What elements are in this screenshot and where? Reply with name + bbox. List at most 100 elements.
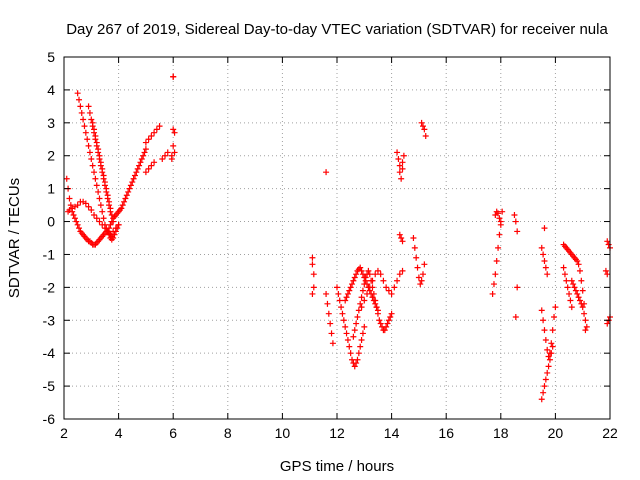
data-point — [76, 96, 83, 103]
data-point — [582, 327, 589, 334]
data-point — [422, 132, 429, 139]
x-tick-label: 20 — [548, 425, 564, 441]
data-point — [372, 271, 379, 278]
data-point — [334, 284, 340, 291]
data-point — [496, 215, 503, 222]
data-point — [495, 244, 502, 251]
data-point — [95, 146, 102, 153]
data-point — [323, 169, 330, 176]
data-point — [490, 281, 497, 288]
data-point — [328, 330, 335, 337]
data-point — [324, 300, 331, 307]
chart-title: Day 267 of 2019, Sidereal Day-to-day VTE… — [66, 21, 608, 38]
data-point — [578, 277, 585, 284]
data-point — [141, 149, 148, 156]
x-tick-label: 22 — [602, 425, 618, 441]
data-point — [88, 156, 95, 163]
data-point — [568, 277, 575, 284]
data-point — [372, 297, 379, 304]
data-point — [548, 340, 555, 347]
data-point — [81, 123, 88, 130]
data-point — [396, 271, 403, 278]
data-point — [540, 251, 547, 258]
x-tick-label: 8 — [224, 425, 232, 441]
data-point — [564, 284, 571, 291]
data-point — [388, 310, 395, 317]
data-point — [418, 119, 425, 126]
data-point — [170, 142, 177, 149]
data-point — [604, 271, 611, 278]
x-tick-label: 18 — [493, 425, 509, 441]
data-point — [579, 287, 586, 294]
data-point — [399, 165, 406, 172]
y-tick-labels: -6 -5 -4 -3 -2 -1 0 1 2 3 4 5 — [43, 49, 56, 427]
data-point — [343, 294, 350, 301]
data-point — [125, 188, 132, 195]
y-tick-label: 2 — [47, 148, 55, 164]
data-point — [151, 129, 158, 136]
y-tick-label: 5 — [47, 49, 55, 65]
data-point — [108, 236, 115, 243]
data-point — [370, 290, 377, 297]
y-tick-label: 0 — [47, 214, 55, 230]
data-point — [362, 274, 369, 281]
data-point — [344, 290, 351, 297]
data-point — [540, 317, 547, 324]
data-point — [89, 119, 96, 126]
data-point — [575, 261, 582, 268]
data-point — [499, 208, 506, 215]
data-point — [359, 330, 366, 337]
data-point — [544, 369, 551, 376]
data-point — [104, 228, 111, 235]
y-tick-label: 1 — [47, 181, 55, 197]
data-point — [153, 126, 160, 133]
data-point — [399, 267, 406, 274]
data-point — [369, 294, 376, 301]
y-tick-label: -5 — [43, 378, 56, 394]
data-point — [566, 290, 573, 297]
data-point — [148, 162, 155, 169]
data-point — [361, 297, 368, 304]
data-point — [571, 284, 578, 291]
y-tick-label: 3 — [47, 115, 55, 131]
data-point — [574, 258, 581, 265]
data-point — [563, 277, 570, 284]
data-point — [85, 142, 92, 149]
data-point — [358, 294, 365, 301]
data-point — [156, 123, 163, 130]
data-point — [138, 156, 145, 163]
data-point — [421, 261, 428, 268]
data-point — [96, 195, 103, 202]
data-point — [361, 281, 368, 288]
data-point — [391, 284, 398, 291]
data-point — [164, 149, 171, 156]
data-point — [347, 284, 354, 291]
data-point — [67, 202, 74, 209]
data-points — [63, 73, 613, 403]
y-tick-label: -6 — [43, 411, 56, 427]
data-point — [142, 169, 149, 176]
data-point — [103, 185, 110, 192]
data-point — [73, 218, 80, 225]
data-point — [576, 267, 583, 274]
data-point — [359, 287, 366, 294]
data-point — [101, 179, 108, 186]
data-point — [129, 179, 136, 186]
x-tick-label: 4 — [115, 425, 123, 441]
data-point — [97, 159, 104, 166]
data-point — [353, 271, 360, 278]
data-point — [411, 244, 418, 251]
y-tick-label: 4 — [47, 82, 55, 98]
data-point — [100, 172, 107, 179]
data-point — [388, 290, 395, 297]
data-point — [358, 267, 365, 274]
data-point — [99, 208, 106, 215]
y-axis-label: SDTVAR / TECUs — [6, 178, 23, 298]
data-point — [538, 244, 545, 251]
data-point — [541, 327, 548, 334]
data-point — [538, 307, 545, 314]
data-point — [385, 317, 392, 324]
data-point — [151, 159, 158, 166]
data-point — [353, 320, 360, 327]
data-point — [514, 284, 521, 291]
